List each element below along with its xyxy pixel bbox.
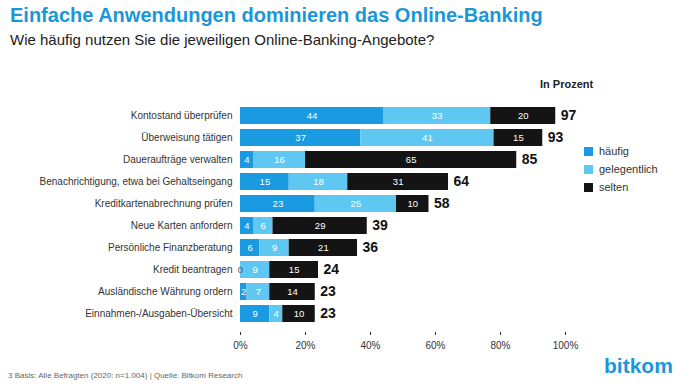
svg-text:Kontostand überprüfen: Kontostand überprüfen <box>131 110 233 121</box>
html-text:Wie häufig nutzen Sie die jewe: Wie häufig nutzen Sie die jeweiligen Onl… <box>10 31 435 48</box>
svg-text:23: 23 <box>320 305 336 321</box>
svg-text:20: 20 <box>518 110 529 121</box>
svg-text:9: 9 <box>252 264 257 275</box>
svg-text:16: 16 <box>274 154 285 165</box>
svg-text:4: 4 <box>274 308 279 319</box>
svg-text:23: 23 <box>320 283 336 299</box>
html-text:gelegentlich: gelegentlich <box>599 163 658 175</box>
svg-text:7: 7 <box>256 286 261 297</box>
svg-text:18: 18 <box>313 176 324 187</box>
svg-text:Kreditkartenabrechnung prüfen: Kreditkartenabrechnung prüfen <box>95 198 233 209</box>
svg-text:58: 58 <box>434 195 450 211</box>
svg-text:Daueraufträge verwalten: Daueraufträge verwalten <box>123 154 233 165</box>
svg-text:23: 23 <box>273 198 284 209</box>
svg-text:29: 29 <box>315 220 326 231</box>
svg-text:14: 14 <box>287 286 298 297</box>
svg-text:15: 15 <box>289 264 300 275</box>
html-text:In Prozent: In Prozent <box>540 78 594 90</box>
svg-text:65: 65 <box>406 154 417 165</box>
svg-text:10: 10 <box>294 308 305 319</box>
svg-text:4: 4 <box>244 154 249 165</box>
svg-text:37: 37 <box>295 132 306 143</box>
svg-text:25: 25 <box>351 198 362 209</box>
html-text:Einfache Anwendungen dominiere: Einfache Anwendungen dominieren das Onli… <box>10 4 543 26</box>
svg-text:20%: 20% <box>295 340 315 351</box>
svg-text:Ausländische Währung ordern: Ausländische Währung ordern <box>98 286 233 297</box>
svg-text:4: 4 <box>244 220 249 231</box>
html-text:selten: selten <box>599 181 629 193</box>
svg-text:Kredit beantragen: Kredit beantragen <box>153 264 233 275</box>
html-text:3 Basis: Alle Befragten (2020:: 3 Basis: Alle Befragten (2020: n=1.004) … <box>8 371 243 380</box>
svg-text:6: 6 <box>261 220 266 231</box>
svg-text:39: 39 <box>372 217 388 233</box>
svg-text:9: 9 <box>272 242 277 253</box>
svg-text:93: 93 <box>548 129 564 145</box>
svg-text:Persönliche Finanzberatung: Persönliche Finanzberatung <box>108 242 233 253</box>
svg-text:44: 44 <box>307 110 318 121</box>
svg-text:85: 85 <box>522 151 538 167</box>
svg-text:64: 64 <box>454 173 470 189</box>
svg-text:60%: 60% <box>425 340 445 351</box>
html-text:bitkom: bitkom <box>604 354 673 377</box>
html-text:häufig: häufig <box>599 145 629 157</box>
svg-text:9: 9 <box>252 308 257 319</box>
svg-text:0: 0 <box>238 264 243 275</box>
svg-text:Überweisung tätigen: Überweisung tätigen <box>141 132 232 143</box>
svg-text:80%: 80% <box>490 340 510 351</box>
svg-text:33: 33 <box>432 110 443 121</box>
svg-text:97: 97 <box>561 107 577 123</box>
svg-text:Neue Karten anfordern: Neue Karten anfordern <box>131 220 233 231</box>
svg-text:Einnahmen-/Ausgaben-Übersicht: Einnahmen-/Ausgaben-Übersicht <box>85 308 233 319</box>
svg-text:10: 10 <box>407 198 418 209</box>
svg-text:40%: 40% <box>360 340 380 351</box>
svg-text:41: 41 <box>422 132 433 143</box>
svg-text:Benachrichtigung, etwa bei Geh: Benachrichtigung, etwa bei Gehaltseingan… <box>40 176 233 187</box>
svg-text:15: 15 <box>513 132 524 143</box>
svg-text:6: 6 <box>248 242 253 253</box>
svg-text:21: 21 <box>318 242 329 253</box>
svg-text:100%: 100% <box>553 340 579 351</box>
svg-text:31: 31 <box>393 176 404 187</box>
svg-text:2: 2 <box>241 286 246 297</box>
svg-text:24: 24 <box>324 261 340 277</box>
svg-text:36: 36 <box>363 239 379 255</box>
svg-text:15: 15 <box>260 176 271 187</box>
svg-text:0%: 0% <box>233 340 248 351</box>
